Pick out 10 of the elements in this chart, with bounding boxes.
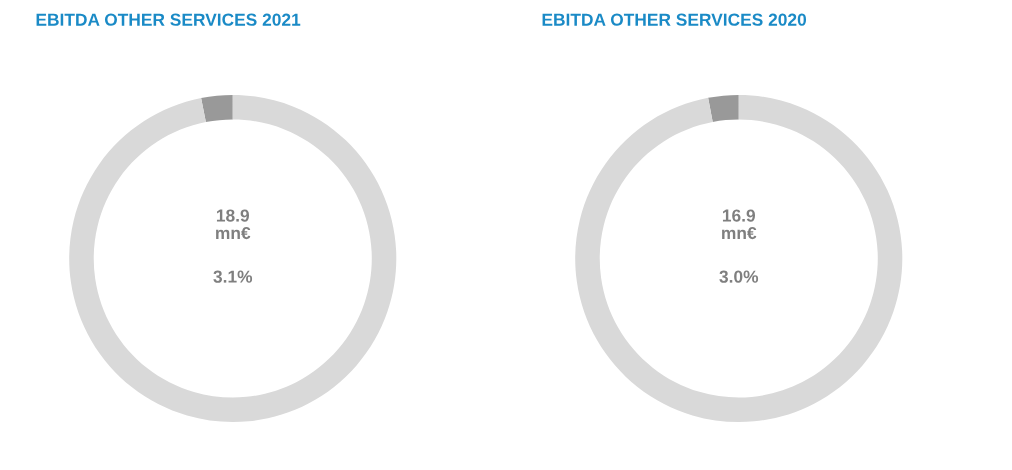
donut-slice xyxy=(708,94,739,122)
chart-title: EBITDA OTHER SERVICES 2021 xyxy=(36,13,301,26)
donut-slice xyxy=(575,94,903,423)
text: 16.9 mn€ xyxy=(722,209,757,240)
text: 3.0% xyxy=(719,270,759,283)
donut-slice xyxy=(201,94,233,123)
text: 3.1% xyxy=(213,270,253,283)
chart-title: EBITDA OTHER SERVICES 2020 xyxy=(542,13,807,26)
donut-slice xyxy=(69,94,397,423)
text: 18.9 mn€ xyxy=(216,209,251,240)
